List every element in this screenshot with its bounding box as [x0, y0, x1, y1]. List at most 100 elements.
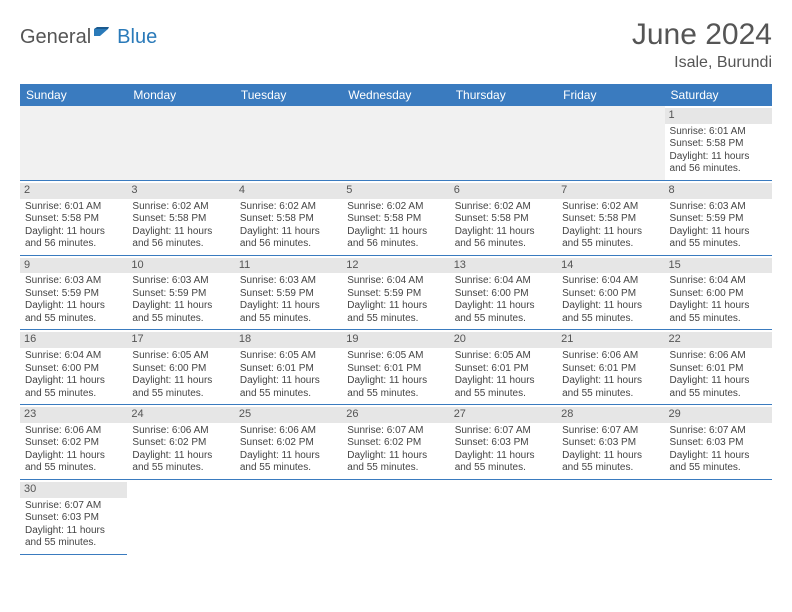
day-number: 11: [235, 258, 342, 274]
day-cell: 24Sunrise: 6:06 AMSunset: 6:02 PMDayligh…: [127, 405, 234, 480]
daylight-line: and 55 minutes.: [132, 313, 229, 326]
day-number: 5: [342, 183, 449, 199]
daylight-line: Daylight: 11 hours: [132, 375, 229, 388]
day-number: 21: [557, 332, 664, 348]
header: General Blue June 2024 Isale, Burundi: [20, 18, 772, 72]
daylight-line: Daylight: 11 hours: [670, 375, 767, 388]
sunset-line: Sunset: 5:59 PM: [347, 288, 444, 301]
daylight-line: and 55 minutes.: [562, 462, 659, 475]
daylight-line: Daylight: 11 hours: [132, 300, 229, 313]
sunset-line: Sunset: 6:00 PM: [25, 363, 122, 376]
sunset-line: Sunset: 6:00 PM: [132, 363, 229, 376]
daylight-line: Daylight: 11 hours: [562, 226, 659, 239]
sunset-line: Sunset: 5:58 PM: [562, 213, 659, 226]
sunrise-line: Sunrise: 6:05 AM: [132, 350, 229, 363]
daylight-line: and 55 minutes.: [347, 313, 444, 326]
day-cell: 20Sunrise: 6:05 AMSunset: 6:01 PMDayligh…: [450, 330, 557, 405]
logo: General Blue: [20, 26, 157, 49]
day-cell: 3Sunrise: 6:02 AMSunset: 5:58 PMDaylight…: [127, 180, 234, 255]
sunset-line: Sunset: 5:59 PM: [25, 288, 122, 301]
day-cell: 8Sunrise: 6:03 AMSunset: 5:59 PMDaylight…: [665, 180, 772, 255]
daylight-line: Daylight: 11 hours: [347, 300, 444, 313]
day-cell: 1Sunrise: 6:01 AMSunset: 5:58 PMDaylight…: [665, 106, 772, 180]
sunrise-line: Sunrise: 6:04 AM: [25, 350, 122, 363]
daylight-line: Daylight: 11 hours: [25, 525, 122, 538]
daylight-line: and 55 minutes.: [132, 462, 229, 475]
sunset-line: Sunset: 5:58 PM: [670, 138, 767, 151]
empty-cell: [127, 106, 234, 180]
empty-cell: [342, 106, 449, 180]
daylight-line: Daylight: 11 hours: [562, 375, 659, 388]
daylight-line: and 55 minutes.: [455, 313, 552, 326]
sunset-line: Sunset: 5:58 PM: [25, 213, 122, 226]
weekday-header: Wednesday: [342, 84, 449, 106]
sunset-line: Sunset: 6:00 PM: [455, 288, 552, 301]
daylight-line: Daylight: 11 hours: [25, 226, 122, 239]
weekday-header: Thursday: [450, 84, 557, 106]
sunset-line: Sunset: 5:58 PM: [240, 213, 337, 226]
day-number: 6: [450, 183, 557, 199]
daylight-line: Daylight: 11 hours: [132, 450, 229, 463]
weekday-header: Saturday: [665, 84, 772, 106]
daylight-line: and 55 minutes.: [347, 462, 444, 475]
day-number: 3: [127, 183, 234, 199]
sunrise-line: Sunrise: 6:01 AM: [25, 201, 122, 214]
day-number: 26: [342, 407, 449, 423]
daylight-line: Daylight: 11 hours: [562, 450, 659, 463]
sunset-line: Sunset: 6:00 PM: [562, 288, 659, 301]
sunset-line: Sunset: 6:01 PM: [240, 363, 337, 376]
daylight-line: and 55 minutes.: [25, 462, 122, 475]
daylight-line: and 56 minutes.: [240, 238, 337, 251]
sunset-line: Sunset: 6:03 PM: [455, 437, 552, 450]
day-cell: 9Sunrise: 6:03 AMSunset: 5:59 PMDaylight…: [20, 255, 127, 330]
day-cell: 15Sunrise: 6:04 AMSunset: 6:00 PMDayligh…: [665, 255, 772, 330]
empty-cell: [557, 479, 664, 554]
daylight-line: Daylight: 11 hours: [670, 226, 767, 239]
weekday-header: Sunday: [20, 84, 127, 106]
daylight-line: and 56 minutes.: [455, 238, 552, 251]
sunrise-line: Sunrise: 6:01 AM: [670, 126, 767, 139]
day-cell: 22Sunrise: 6:06 AMSunset: 6:01 PMDayligh…: [665, 330, 772, 405]
daylight-line: and 55 minutes.: [240, 313, 337, 326]
daylight-line: and 55 minutes.: [670, 388, 767, 401]
sunrise-line: Sunrise: 6:05 AM: [240, 350, 337, 363]
sunset-line: Sunset: 5:59 PM: [240, 288, 337, 301]
daylight-line: and 55 minutes.: [25, 537, 122, 550]
day-number: 24: [127, 407, 234, 423]
sunrise-line: Sunrise: 6:06 AM: [240, 425, 337, 438]
sunrise-line: Sunrise: 6:06 AM: [670, 350, 767, 363]
sunrise-line: Sunrise: 6:03 AM: [132, 275, 229, 288]
day-cell: 2Sunrise: 6:01 AMSunset: 5:58 PMDaylight…: [20, 180, 127, 255]
day-number: 15: [665, 258, 772, 274]
day-number: 19: [342, 332, 449, 348]
sunset-line: Sunset: 6:01 PM: [670, 363, 767, 376]
sunset-line: Sunset: 6:02 PM: [25, 437, 122, 450]
day-cell: 10Sunrise: 6:03 AMSunset: 5:59 PMDayligh…: [127, 255, 234, 330]
daylight-line: and 55 minutes.: [562, 313, 659, 326]
sunset-line: Sunset: 6:03 PM: [670, 437, 767, 450]
sunrise-line: Sunrise: 6:02 AM: [240, 201, 337, 214]
daylight-line: Daylight: 11 hours: [347, 450, 444, 463]
sunset-line: Sunset: 5:58 PM: [455, 213, 552, 226]
empty-cell: [235, 479, 342, 554]
sunset-line: Sunset: 6:02 PM: [132, 437, 229, 450]
empty-cell: [127, 479, 234, 554]
sunset-line: Sunset: 6:03 PM: [562, 437, 659, 450]
daylight-line: and 55 minutes.: [240, 462, 337, 475]
day-cell: 7Sunrise: 6:02 AMSunset: 5:58 PMDaylight…: [557, 180, 664, 255]
calendar-body: 1Sunrise: 6:01 AMSunset: 5:58 PMDaylight…: [20, 106, 772, 554]
day-cell: 19Sunrise: 6:05 AMSunset: 6:01 PMDayligh…: [342, 330, 449, 405]
day-cell: 4Sunrise: 6:02 AMSunset: 5:58 PMDaylight…: [235, 180, 342, 255]
daylight-line: and 56 minutes.: [670, 163, 767, 176]
daylight-line: and 55 minutes.: [132, 388, 229, 401]
day-number: 4: [235, 183, 342, 199]
weekday-header: Friday: [557, 84, 664, 106]
sunset-line: Sunset: 5:59 PM: [670, 213, 767, 226]
daylight-line: Daylight: 11 hours: [670, 450, 767, 463]
sunrise-line: Sunrise: 6:07 AM: [670, 425, 767, 438]
day-cell: 5Sunrise: 6:02 AMSunset: 5:58 PMDaylight…: [342, 180, 449, 255]
day-number: 1: [665, 108, 772, 124]
calendar-table: SundayMondayTuesdayWednesdayThursdayFrid…: [20, 84, 772, 555]
sunrise-line: Sunrise: 6:04 AM: [455, 275, 552, 288]
daylight-line: Daylight: 11 hours: [562, 300, 659, 313]
